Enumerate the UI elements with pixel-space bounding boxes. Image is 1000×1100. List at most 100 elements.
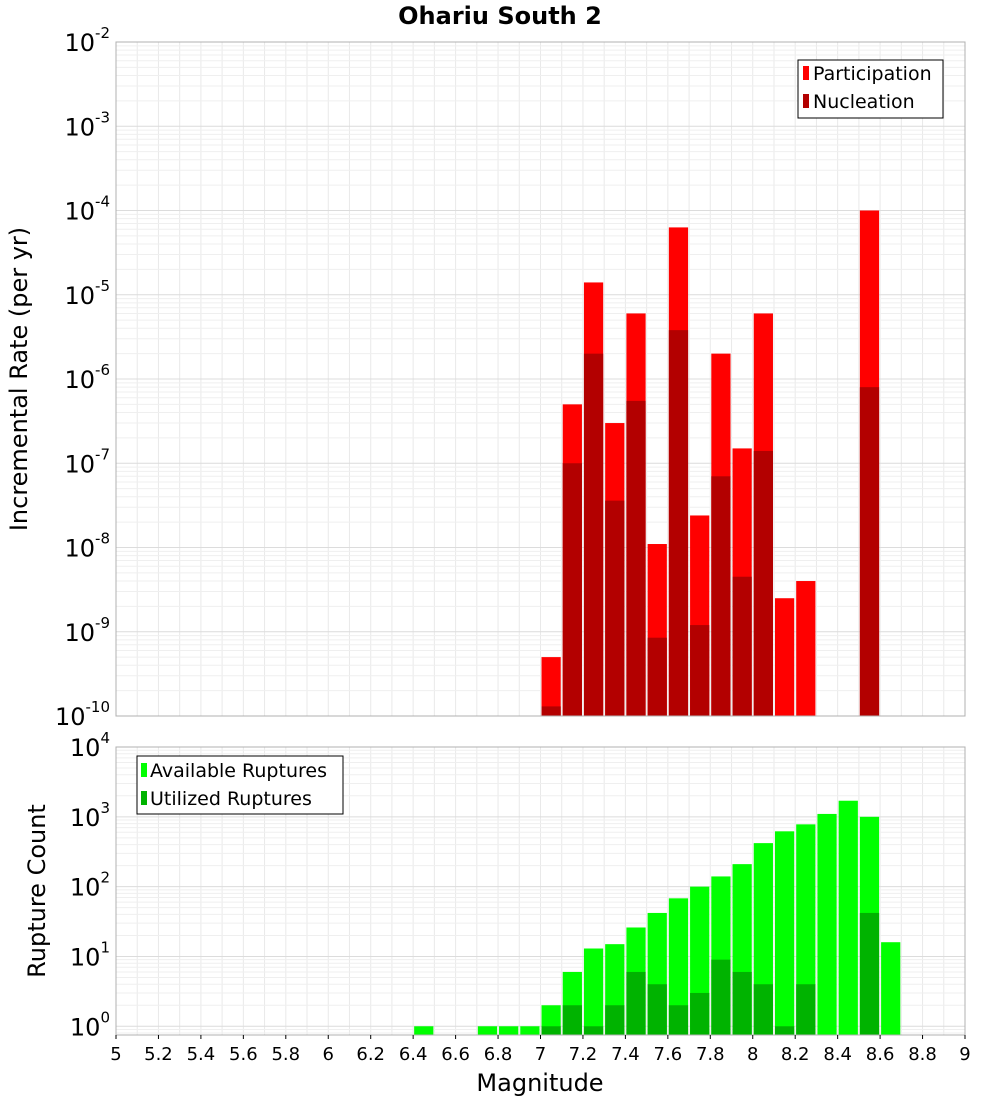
- x-tick-label: 7.6: [654, 1044, 683, 1065]
- bar-utilized-ruptures: [562, 1005, 582, 1035]
- bar-participation: [774, 598, 795, 716]
- bar-nucleation: [753, 450, 773, 716]
- bar-utilized-ruptures: [541, 1026, 561, 1035]
- top-y-tick-label: 10-3: [64, 108, 110, 141]
- x-tick-label: 7: [535, 1044, 546, 1065]
- x-tick-label: 5: [110, 1044, 121, 1065]
- top-y-tick-label: 10-2: [64, 24, 110, 57]
- x-tick-labels: 5 5.2 5.4 5.6 5.8 6 6.2 6.4 6.6 6.8 7 7.2 7.4 7.6 7.8 8…: [110, 1035, 971, 1065]
- top-y-tick-label: 10-8: [64, 530, 110, 563]
- bottom-plot-panel: 100 101 102 103 104 5 5.2 5.4 5.6 5.8 6 6.2 6.4 6.6 6…: [23, 729, 971, 1097]
- bottom-legend-box: [136, 755, 344, 815]
- bar-available-ruptures: [817, 813, 837, 1035]
- x-tick-label: 5.6: [229, 1044, 258, 1065]
- bar-participation: [796, 581, 816, 716]
- top-legend-box: [797, 59, 944, 119]
- x-tick-label: 7.8: [696, 1044, 725, 1065]
- bar-participation: [541, 657, 561, 716]
- bottom-y-tick-label: 102: [70, 869, 110, 902]
- top-y-tick-label: 10-7: [64, 445, 110, 478]
- x-tick-label: 8.6: [866, 1044, 895, 1065]
- x-tick-label: 7.4: [611, 1044, 640, 1065]
- bar-nucleation: [562, 463, 582, 716]
- bottom-y-tick-labels: 100 101 102 103 104: [70, 729, 110, 1041]
- bar-utilized-ruptures: [668, 1005, 689, 1035]
- bar-available-ruptures: [583, 948, 604, 1035]
- top-y-axis-label: Incremental Rate (per yr): [5, 227, 33, 531]
- x-tick-label: 8.8: [908, 1044, 937, 1065]
- legend-swatch-nucleation: [803, 94, 809, 108]
- legend-label-participation: Participation: [813, 63, 932, 85]
- bar-nucleation: [647, 637, 667, 716]
- top-y-tick-label: 10-5: [64, 277, 110, 310]
- x-tick-label: 6: [323, 1044, 334, 1065]
- bar-nucleation: [668, 330, 689, 716]
- bar-utilized-ruptures: [605, 1005, 625, 1035]
- legend-label-nucleation: Nucleation: [813, 91, 915, 113]
- x-tick-label: 8.4: [823, 1044, 852, 1065]
- bar-utilized-ruptures: [647, 984, 667, 1035]
- x-tick-label: 6.6: [441, 1044, 470, 1065]
- top-y-tick-label: 10-4: [64, 193, 110, 226]
- top-bars: [541, 210, 880, 716]
- bar-utilized-ruptures: [859, 912, 880, 1035]
- chart-title: Ohariu South 2: [398, 2, 602, 30]
- bottom-legend: Available Ruptures Utilized Ruptures: [136, 755, 344, 815]
- legend-label-utilized: Utilized Ruptures: [150, 788, 312, 810]
- bar-nucleation: [711, 476, 731, 716]
- x-tick-label: 5.2: [144, 1044, 173, 1065]
- bar-available-ruptures: [838, 800, 858, 1035]
- bar-nucleation: [732, 576, 752, 716]
- x-tick-label: 6.4: [399, 1044, 428, 1065]
- top-y-tick-label: 10-9: [64, 614, 110, 647]
- bar-nucleation: [690, 625, 710, 716]
- legend-swatch-participation: [803, 66, 809, 80]
- x-tick-label: 5.8: [271, 1044, 300, 1065]
- bottom-y-tick-label: 104: [70, 729, 110, 762]
- legend-label-available: Available Ruptures: [150, 760, 327, 782]
- x-tick-label: 8.2: [781, 1044, 810, 1065]
- bottom-y-axis-label: Rupture Count: [23, 804, 51, 978]
- bar-utilized-ruptures: [774, 1026, 795, 1035]
- bottom-bars: [414, 800, 901, 1035]
- top-grid: [115, 41, 966, 717]
- top-y-tick-labels: 10-10 10-9 10-8 10-7 10-6 10-5 10-4 10-3 10-2: [55, 24, 110, 731]
- x-tick-label: 8: [747, 1044, 758, 1065]
- bar-utilized-ruptures: [583, 1026, 604, 1035]
- bottom-y-tick-label: 103: [70, 799, 110, 832]
- bar-available-ruptures: [796, 824, 816, 1035]
- bar-available-ruptures: [774, 831, 795, 1035]
- bar-available-ruptures: [499, 1026, 519, 1035]
- top-plot-border: [115, 41, 966, 717]
- bar-nucleation: [626, 400, 646, 716]
- bar-nucleation: [605, 500, 625, 716]
- bar-available-ruptures: [520, 1026, 540, 1035]
- x-tick-label: 5.4: [187, 1044, 216, 1065]
- bar-utilized-ruptures: [711, 959, 731, 1035]
- bottom-y-tick-label: 100: [70, 1008, 110, 1041]
- bar-available-ruptures: [477, 1026, 498, 1035]
- top-y-tick-label: 10-10: [55, 698, 110, 731]
- bar-available-ruptures: [881, 942, 901, 1035]
- top-legend: Participation Nucleation: [797, 59, 944, 119]
- top-y-tick-label: 10-6: [64, 361, 110, 394]
- top-plot-panel: 10-10 10-9 10-8 10-7 10-6 10-5 10-4 10-3 10-2 In…: [5, 24, 966, 731]
- x-tick-label: 7.2: [569, 1044, 598, 1065]
- bar-utilized-ruptures: [796, 984, 816, 1035]
- legend-swatch-utilized: [141, 791, 147, 805]
- bar-nucleation: [541, 706, 561, 716]
- bottom-y-tick-label: 101: [70, 938, 110, 971]
- bar-nucleation: [859, 387, 880, 716]
- bar-utilized-ruptures: [690, 992, 710, 1035]
- x-tick-label: 6.8: [484, 1044, 513, 1065]
- x-tick-label: 9: [959, 1044, 970, 1065]
- bar-utilized-ruptures: [732, 971, 752, 1035]
- bar-nucleation: [583, 353, 604, 716]
- bar-available-ruptures: [414, 1026, 434, 1035]
- bar-utilized-ruptures: [626, 971, 646, 1035]
- bar-available-ruptures: [668, 898, 689, 1035]
- x-tick-label: 6.2: [356, 1044, 385, 1065]
- bar-utilized-ruptures: [753, 984, 773, 1035]
- x-axis-label: Magnitude: [476, 1069, 603, 1097]
